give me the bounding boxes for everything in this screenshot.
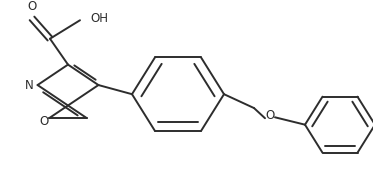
Text: O: O [265,109,275,122]
Text: O: O [40,115,49,128]
Text: O: O [27,0,37,13]
Text: OH: OH [90,12,108,25]
Text: N: N [25,79,34,92]
